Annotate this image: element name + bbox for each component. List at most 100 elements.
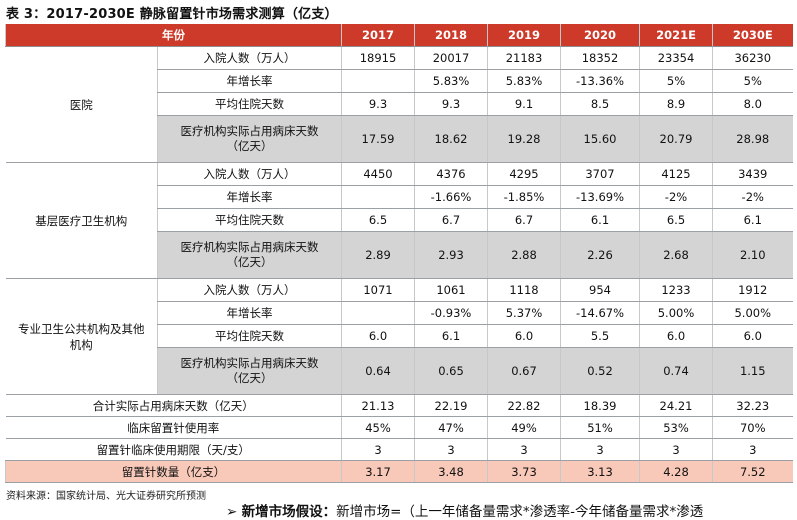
cell-value: 22.19 <box>414 394 488 417</box>
table-row: 平均住院天数 9.3 9.3 9.1 8.5 8.9 8.0 <box>6 92 793 116</box>
row-label: 入院人数（万人） <box>157 46 342 70</box>
cell-value: -2% <box>639 185 713 209</box>
cell-value: 6.0 <box>487 324 561 348</box>
cell-value: 0.74 <box>639 347 713 395</box>
summary-row: 留置针临床使用期限（天/支） 3 3 3 3 3 3 <box>5 438 793 461</box>
cell-value <box>341 185 415 209</box>
summary-label: 合计实际占用病床天数（亿天） <box>5 394 342 417</box>
row-label: 入院人数（万人） <box>157 278 342 302</box>
cell-value: 3 <box>639 438 713 461</box>
table-row: 医院 入院人数（万人） 18915 20017 21183 18352 23354 36230 <box>5 46 793 163</box>
cell-value: 2.93 <box>414 231 488 279</box>
cell-value: 20.79 <box>639 115 713 163</box>
row-label-line: （亿天） <box>226 255 273 269</box>
cell-value: 36230 <box>712 46 793 70</box>
table-row: 医疗机构实际占用病床天数 （亿天） 2.89 2.93 2.88 2.26 2.68 2.10 <box>6 231 793 279</box>
cell-value: 19.28 <box>487 115 561 163</box>
cell-value: 20017 <box>414 46 488 70</box>
group-name-line: 专业卫生公共机构及其他 <box>18 321 145 336</box>
cell-value: 23354 <box>639 46 713 70</box>
cell-value: 9.3 <box>414 92 488 116</box>
cell-value: 21.13 <box>341 394 415 417</box>
header-year-2017: 2017 <box>341 24 415 47</box>
row-label: 入院人数（万人） <box>157 162 342 186</box>
cell-value: 0.52 <box>560 347 640 395</box>
summary-row: 合计实际占用病床天数（亿天） 21.13 22.19 22.82 18.39 24.21 3… <box>5 394 793 417</box>
table-row: 基层医疗卫生机构 入院人数（万人） 4450 4376 4295 3707 4125 3439 <box>5 162 793 279</box>
cell-value: -13.36% <box>560 69 640 93</box>
cell-value: 24.21 <box>639 394 713 417</box>
header-year-2019: 2019 <box>487 24 561 47</box>
group-name: 医院 <box>5 46 158 163</box>
cell-value: 1912 <box>712 278 793 302</box>
cell-value: 70% <box>712 416 793 439</box>
row-label: 平均住院天数 <box>157 324 342 348</box>
cell-value: 18915 <box>341 46 415 70</box>
note-heading: 新增市场假设： <box>241 504 337 520</box>
row-label: 平均住院天数 <box>157 208 342 232</box>
cell-value: 5.83% <box>487 69 561 93</box>
group-name: 基层医疗卫生机构 <box>5 162 158 279</box>
cell-value: 0.64 <box>341 347 415 395</box>
header-year-label: 年份 <box>5 24 342 47</box>
cell-value: 0.65 <box>414 347 488 395</box>
table-row: 平均住院天数 6.5 6.7 6.7 6.1 6.5 6.1 <box>6 208 793 232</box>
row-label-line: （亿天） <box>226 371 273 385</box>
summary-row: 留置针数量（亿支） 3.17 3.48 3.73 3.13 4.28 7.52 <box>5 460 793 483</box>
note-text: 新增市场=（上一年储备量需求*渗透率-今年储备量需求*渗透 <box>336 504 704 520</box>
cell-value: 3 <box>341 438 415 461</box>
row-label: 医疗机构实际占用病床天数 （亿天） <box>157 231 342 279</box>
table-row: 专业卫生公共机构及其他 机构 入院人数（万人） 1071 1061 1118 954 1233… <box>5 278 793 395</box>
row-label: 年增长率 <box>157 301 342 325</box>
cell-value: 15.60 <box>560 115 640 163</box>
cell-value: 1118 <box>487 278 561 302</box>
cell-value: 51% <box>560 416 640 439</box>
cell-value: 22.82 <box>487 394 561 417</box>
table-row: 年增长率 -1.66% -1.85% -13.69% -2% -2% <box>6 185 793 209</box>
cell-value: 3.17 <box>341 460 415 483</box>
header-year-2018: 2018 <box>414 24 488 47</box>
row-label-line: 医疗机构实际占用病床天数 <box>180 240 319 254</box>
row-label: 年增长率 <box>157 185 342 209</box>
cell-value: 6.7 <box>487 208 561 232</box>
cell-value: 21183 <box>487 46 561 70</box>
cell-value: -14.67% <box>560 301 640 325</box>
cell-value: 49% <box>487 416 561 439</box>
cell-value: 32.23 <box>712 394 793 417</box>
row-label-line: （亿天） <box>226 139 273 153</box>
cell-value: 7.52 <box>712 460 793 483</box>
cell-value: -13.69% <box>560 185 640 209</box>
cell-value: 3.13 <box>560 460 640 483</box>
cell-value: 5% <box>712 69 793 93</box>
cell-value: 3 <box>414 438 488 461</box>
source-note: 资料来源：国家统计局、光大证券研究所预测 <box>6 491 206 502</box>
cell-value <box>341 69 415 93</box>
cell-value: 4376 <box>414 162 488 186</box>
cell-value: -2% <box>712 185 793 209</box>
cell-value: 5.00% <box>712 301 793 325</box>
summary-label: 留置针临床使用期限（天/支） <box>5 438 342 461</box>
cell-value: 4.28 <box>639 460 713 483</box>
summary-row: 临床留置针使用率 45% 47% 49% 51% 53% 70% <box>5 416 793 439</box>
header-year-2020: 2020 <box>560 24 640 47</box>
cell-value: 6.7 <box>414 208 488 232</box>
bullet-arrow-icon: ➢ <box>226 504 238 520</box>
cell-value: 5.00% <box>639 301 713 325</box>
cell-value: 4450 <box>341 162 415 186</box>
cell-value: 2.10 <box>712 231 793 279</box>
cell-value: 17.59 <box>341 115 415 163</box>
cell-value: 1.15 <box>712 347 793 395</box>
group-name-line: 机构 <box>69 337 93 352</box>
row-label-line: 医疗机构实际占用病床天数 <box>180 124 319 138</box>
cell-value: 1233 <box>639 278 713 302</box>
table-title: 表 3：2017-2030E 静脉留置针市场需求测算（亿支） <box>6 7 338 22</box>
cell-value: -1.85% <box>487 185 561 209</box>
summary-label: 留置针数量（亿支） <box>5 460 342 483</box>
table-row: 年增长率 -0.93% 5.37% -14.67% 5.00% 5.00% <box>6 301 793 325</box>
cell-value: 4125 <box>639 162 713 186</box>
cell-value: 28.98 <box>712 115 793 163</box>
cell-value: 9.3 <box>341 92 415 116</box>
cell-value: 1061 <box>414 278 488 302</box>
cell-value: 2.88 <box>487 231 561 279</box>
cell-value: 6.0 <box>341 324 415 348</box>
